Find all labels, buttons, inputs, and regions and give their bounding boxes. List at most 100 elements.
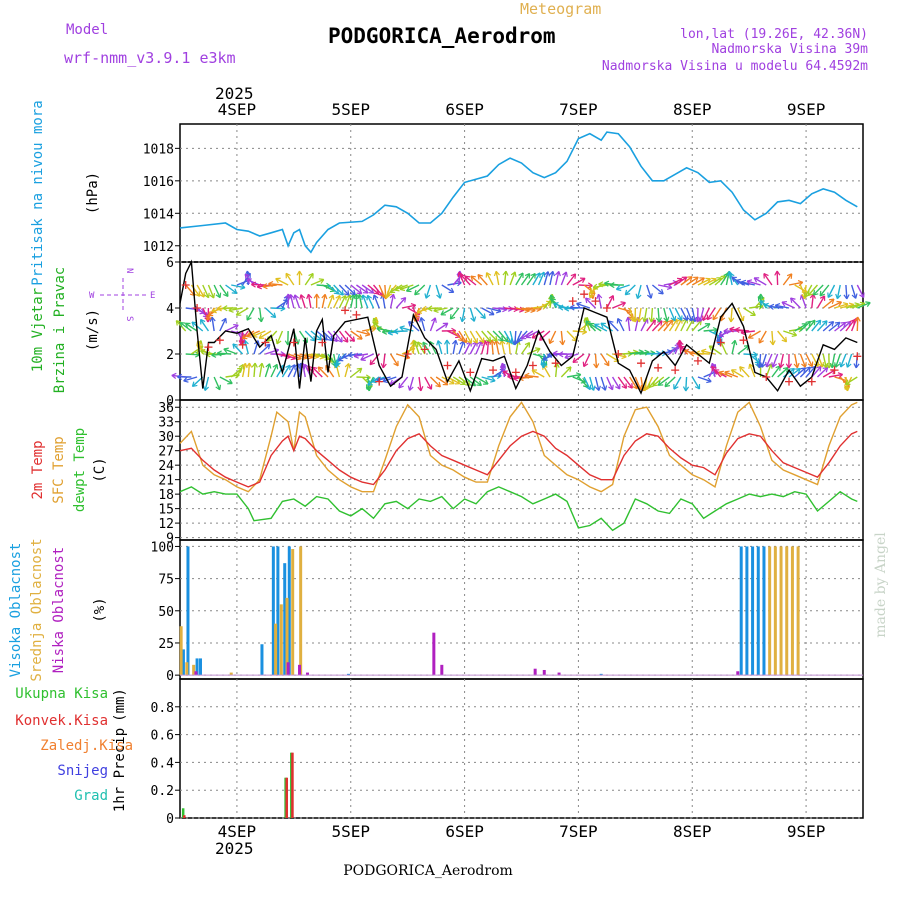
wind-arrow-head xyxy=(598,281,604,288)
wind-arrow xyxy=(570,306,585,309)
wind-arrow xyxy=(680,307,688,321)
wind-arrow-head xyxy=(341,294,347,301)
wind-arrow xyxy=(225,324,239,332)
wind-arrow-head xyxy=(771,362,778,368)
wind-arrow xyxy=(668,307,676,322)
wind-arrow-head xyxy=(604,360,610,367)
wind-arrow-head xyxy=(627,383,633,389)
high-cloud-bar xyxy=(181,649,185,676)
wind-arrow xyxy=(703,328,718,332)
wind-arrow xyxy=(638,307,642,322)
wind-arrow xyxy=(422,341,432,355)
mid-cloud-bar xyxy=(790,546,794,676)
wind-arrow xyxy=(840,353,847,368)
wind-arrow xyxy=(537,271,545,286)
wind-arrow xyxy=(253,362,256,378)
low-cloud-bar xyxy=(432,632,436,676)
wind-arrow xyxy=(398,376,409,389)
wind-arrow xyxy=(302,363,306,378)
wind-speed-line xyxy=(179,259,858,395)
y-tick-label: 0 xyxy=(166,812,174,827)
wind-arrow-head xyxy=(265,363,272,369)
wind-arrow xyxy=(657,307,660,323)
mid-cloud-bar xyxy=(274,623,278,676)
wind-arrow-head xyxy=(381,328,388,335)
gust-marker xyxy=(403,350,412,358)
wind-arrow-head xyxy=(781,336,788,343)
wind-arrow-head xyxy=(839,361,846,368)
wind-arrow-head xyxy=(664,381,671,388)
gust-marker xyxy=(637,359,646,368)
wind-arrow xyxy=(276,364,285,378)
wind-arrow-head xyxy=(615,384,621,390)
wind-arrow-head xyxy=(442,322,449,329)
wind-arrow-head xyxy=(535,272,541,278)
wind-arrow xyxy=(594,376,600,391)
wind-arrow-head xyxy=(443,339,451,345)
wind-arrow xyxy=(232,343,244,355)
wind-arrow xyxy=(287,364,296,378)
wind-arrow-head xyxy=(765,361,771,368)
wind-arrow xyxy=(643,307,648,322)
wind-arrow-head xyxy=(372,294,379,301)
panels: 1012101410161018024691215182124273033360… xyxy=(143,123,871,827)
wind-arrow-head xyxy=(774,303,781,310)
wind-arrow xyxy=(213,376,221,391)
wind-arrow xyxy=(845,319,855,332)
coords-text: lon,lat (19.26E, 42.36N) xyxy=(680,27,868,42)
y-tick-label: 0.2 xyxy=(151,784,174,799)
wind-arrow xyxy=(452,330,464,342)
wind-arrow-head xyxy=(251,362,258,368)
wind-arrow-head xyxy=(417,386,424,392)
gust-marker xyxy=(693,356,702,365)
gust-marker xyxy=(528,361,537,370)
wind-arrow-head xyxy=(389,287,396,294)
wind-arrow-head xyxy=(215,292,222,299)
wind-arrow xyxy=(597,294,602,309)
wind-arrow xyxy=(730,307,733,323)
wind-arrow-head xyxy=(464,275,471,282)
wind-arrow-head xyxy=(844,384,850,390)
wind-arrow xyxy=(685,376,688,392)
wind-arrow xyxy=(800,294,807,309)
wind-arrow xyxy=(657,284,672,289)
wind-arrow xyxy=(856,284,865,298)
legend-freezing-rain: Zaledj.Kisa xyxy=(40,738,133,754)
high-cloud-bar xyxy=(287,546,291,676)
wind-arrow xyxy=(799,366,811,378)
wind-arrow xyxy=(525,330,539,338)
y-tick-label: 21 xyxy=(158,474,174,489)
wind-arrow xyxy=(437,340,443,355)
wind-arrow-head xyxy=(604,280,610,287)
wind-arrow-head xyxy=(364,330,371,337)
wind-arrow-head xyxy=(677,315,683,321)
cloud-unit: (%) xyxy=(92,597,108,622)
wind-arrow xyxy=(356,330,371,336)
wind-arrow xyxy=(480,340,486,355)
wind-arrow xyxy=(606,353,620,362)
wind-arrow xyxy=(845,303,860,309)
wind-arrow xyxy=(749,363,756,378)
bottom-day-label: 9SEP xyxy=(787,822,826,841)
wind-arrow xyxy=(317,366,329,378)
wind-arrow-head xyxy=(257,317,264,323)
legend-total-rain: Ukupna Kisa xyxy=(15,686,108,702)
wind-arrow-head xyxy=(843,294,850,300)
wind-arrow-head xyxy=(360,355,366,361)
wind-arrow xyxy=(425,284,432,299)
wind-arrow-head xyxy=(416,308,423,314)
low-cloud-bar xyxy=(533,668,537,676)
wind-arrow-head xyxy=(795,368,801,374)
wind-arrow xyxy=(673,376,682,390)
wind-arrow xyxy=(207,284,215,299)
gust-marker xyxy=(807,377,816,386)
wind-arrow xyxy=(316,330,328,341)
wind-arrow xyxy=(657,320,669,332)
wind-arrow xyxy=(353,353,368,358)
y-tick-label: 24 xyxy=(158,459,174,474)
wind-arrow xyxy=(373,294,380,309)
wind-arrow-head xyxy=(369,359,376,366)
wind-arrow-head xyxy=(485,336,492,343)
wind-arrow xyxy=(719,340,728,355)
wind-arrow xyxy=(850,284,857,299)
